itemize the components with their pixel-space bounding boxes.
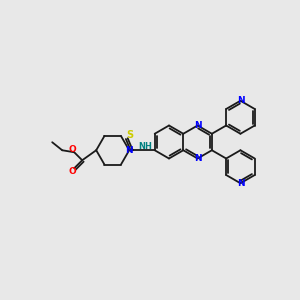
Text: N: N	[194, 121, 201, 130]
Text: S: S	[126, 130, 133, 140]
Text: N: N	[237, 96, 244, 105]
Text: N: N	[237, 179, 244, 188]
Text: O: O	[69, 145, 76, 154]
Text: NH: NH	[138, 142, 152, 151]
Text: O: O	[68, 167, 76, 176]
Text: N: N	[125, 146, 133, 155]
Text: N: N	[194, 154, 201, 163]
